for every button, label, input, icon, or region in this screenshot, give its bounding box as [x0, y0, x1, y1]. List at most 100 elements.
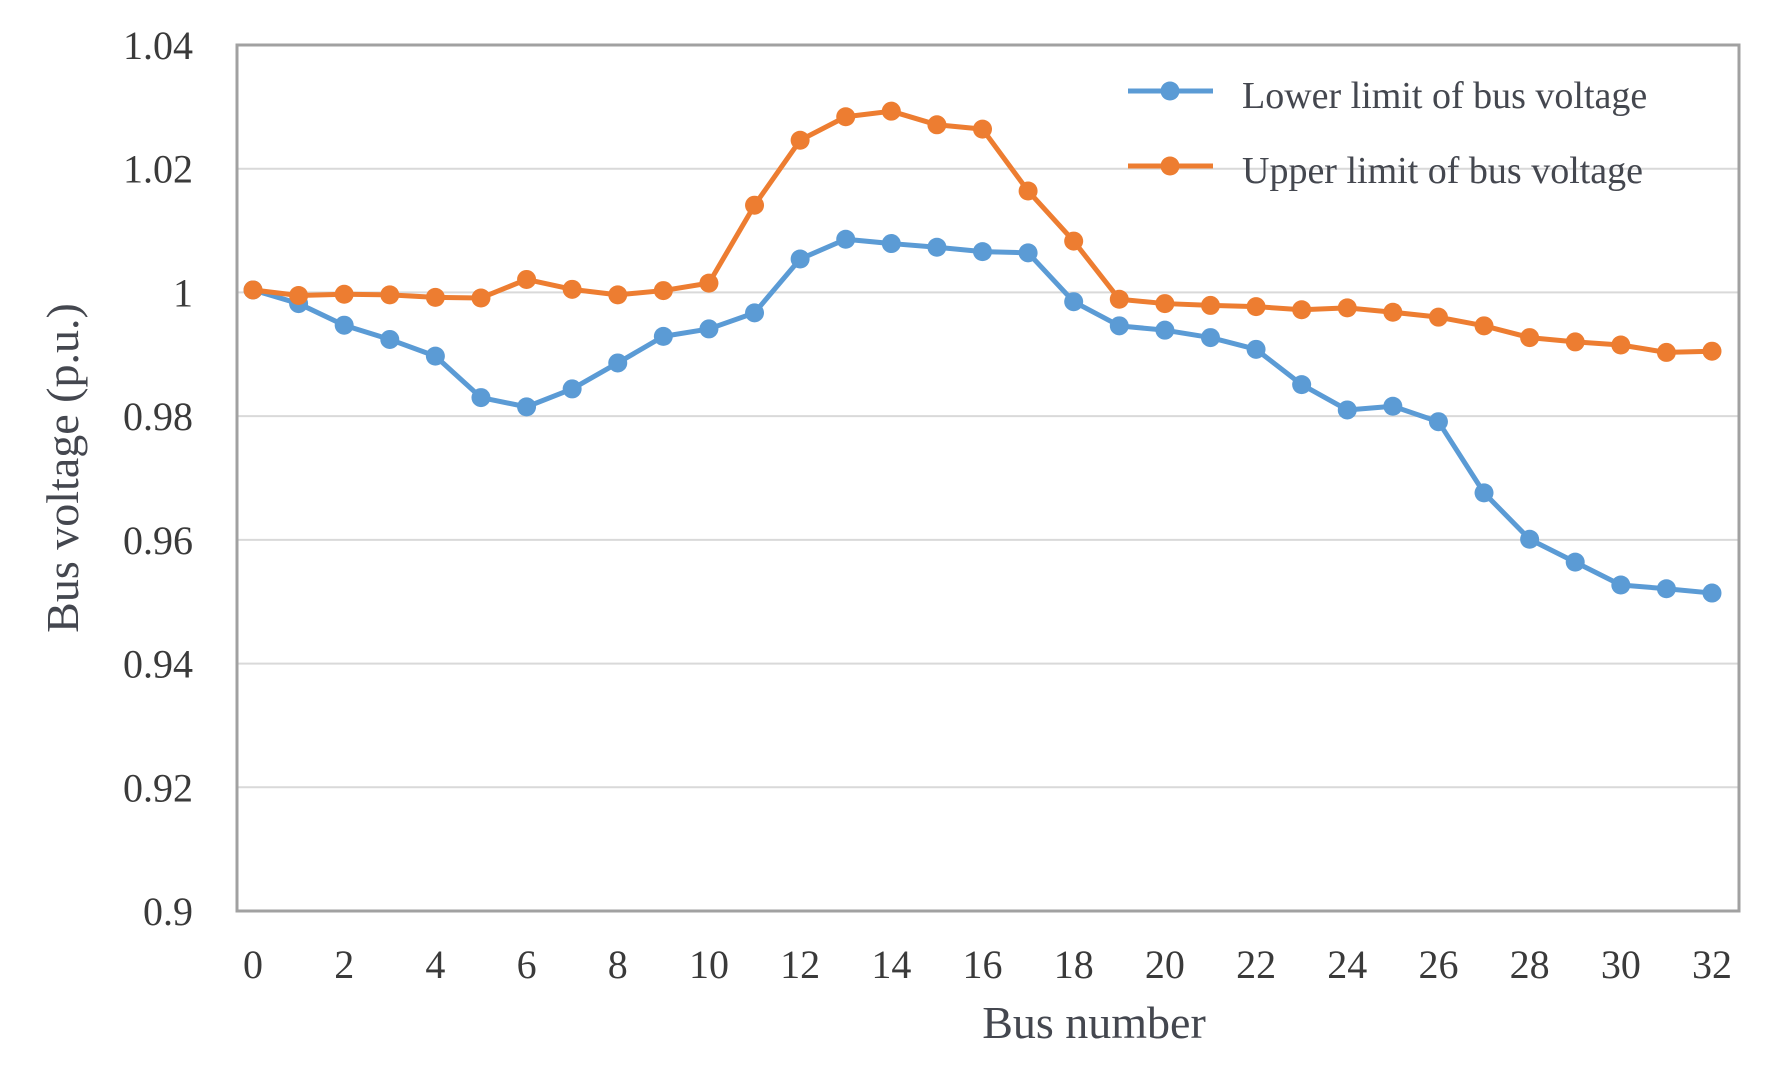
data-point [1428, 307, 1448, 327]
data-point [699, 319, 719, 339]
data-point [562, 379, 582, 399]
data-point [1246, 339, 1266, 359]
plot-border [235, 43, 1741, 913]
data-point [1064, 231, 1084, 251]
data-point [1383, 396, 1403, 416]
y-axis-title: Bus voltage (p.u.) [37, 303, 88, 633]
series-line [250, 108, 1715, 355]
data-point [1018, 181, 1038, 201]
data-point [289, 286, 309, 306]
data-point [881, 101, 901, 121]
data-point [1109, 289, 1129, 309]
data-point [425, 287, 445, 307]
data-point [973, 119, 992, 139]
data-point [1702, 341, 1722, 361]
data-point [836, 107, 856, 127]
data-point [1292, 300, 1312, 320]
data-point [1611, 335, 1631, 355]
data-point [927, 237, 947, 257]
x-tick-label: 14 [871, 942, 911, 987]
data-point [1520, 328, 1540, 348]
x-axis-title: Bus number [982, 997, 1206, 1048]
data-point [653, 326, 673, 346]
y-tick-label: 0.96 [123, 518, 193, 563]
legend-marker [1160, 81, 1180, 101]
data-point [1337, 298, 1357, 318]
x-tick-label: 26 [1418, 942, 1458, 987]
data-point [745, 303, 765, 323]
data-point [1611, 575, 1631, 595]
data-point [1565, 552, 1585, 572]
legend-label: Upper limit of bus voltage [1242, 150, 1643, 192]
series-lower-limit [243, 229, 1722, 603]
data-point [425, 346, 445, 366]
data-point [1474, 316, 1494, 336]
data-point [243, 280, 263, 300]
data-point [608, 353, 628, 373]
x-tick-label: 22 [1236, 942, 1276, 987]
data-point [562, 279, 582, 299]
data-point [699, 273, 719, 293]
x-tick-label: 6 [517, 942, 537, 987]
data-point [1155, 294, 1175, 314]
data-point [1656, 579, 1676, 599]
x-tick-label: 18 [1054, 942, 1094, 987]
x-tick-label: 10 [689, 942, 729, 987]
x-tick-label: 8 [608, 942, 628, 987]
data-point [1018, 243, 1038, 263]
x-tick-label: 12 [780, 942, 820, 987]
data-point [517, 269, 537, 289]
data-point [1702, 583, 1722, 603]
series-upper-limit [243, 101, 1722, 362]
y-tick-label: 0.98 [123, 394, 193, 439]
x-tick-label: 24 [1327, 942, 1367, 987]
legend-entry: Upper limit of bus voltage [1128, 150, 1643, 192]
legend-marker [1160, 156, 1180, 176]
data-point [653, 281, 673, 301]
legend: Lower limit of bus voltage Upper limit of… [1128, 75, 1647, 192]
data-point [1200, 328, 1220, 348]
y-tick-label: 0.94 [123, 642, 193, 687]
legend-entry: Lower limit of bus voltage [1128, 75, 1647, 117]
x-tick-label: 32 [1692, 942, 1732, 987]
data-point [881, 234, 901, 254]
data-point [471, 288, 491, 308]
y-tick-label: 1.02 [123, 147, 193, 192]
data-point [790, 249, 810, 269]
data-point [836, 229, 856, 249]
data-point [973, 242, 992, 262]
data-point [380, 329, 400, 349]
x-tick-label: 16 [963, 942, 1003, 987]
data-point [1565, 332, 1585, 352]
x-tick-label: 28 [1510, 942, 1550, 987]
y-tick-label: 0.92 [123, 765, 193, 810]
y-tick-label: 1.04 [123, 23, 193, 68]
data-point [608, 285, 628, 305]
data-point [927, 115, 947, 135]
y-tick-label: 0.9 [143, 889, 193, 934]
data-point [1064, 292, 1084, 312]
series-layer [243, 101, 1722, 603]
x-tick-label: 2 [334, 942, 354, 987]
data-point [1656, 342, 1676, 362]
data-point [471, 388, 491, 408]
x-tick-label: 4 [425, 942, 445, 987]
data-point [1520, 529, 1540, 549]
x-tick-label: 30 [1601, 942, 1641, 987]
data-point [1292, 375, 1312, 395]
data-point [790, 130, 810, 150]
data-point [517, 397, 537, 417]
data-point [1383, 302, 1403, 322]
data-point [334, 284, 354, 304]
data-point [1474, 483, 1494, 503]
data-point [1337, 400, 1357, 420]
data-point [1428, 412, 1448, 432]
data-point [1155, 320, 1175, 340]
data-point [1246, 297, 1266, 317]
y-tick-label: 1 [173, 270, 193, 315]
x-tick-label: 20 [1145, 942, 1185, 987]
legend-label: Lower limit of bus voltage [1242, 75, 1647, 117]
